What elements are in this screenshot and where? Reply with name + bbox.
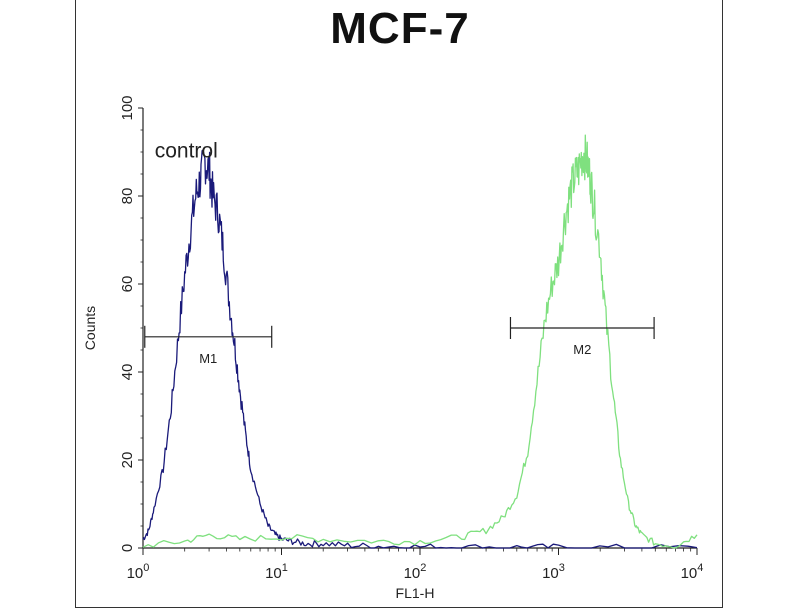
y-tick-label: 60: [119, 276, 136, 293]
x-tick-label: 100: [127, 562, 150, 582]
chart-title: MCF-7: [330, 4, 470, 53]
x-tick-label: 101: [265, 562, 288, 582]
x-tick-label: 104: [681, 562, 704, 582]
x-tick-label: 103: [542, 562, 565, 582]
y-tick-label: 100: [119, 95, 136, 120]
marker-layer: M1 M2: [144, 317, 655, 366]
m2-marker-label: M2: [573, 342, 591, 357]
x-tick-label: 102: [404, 562, 427, 582]
y-tick-label: 20: [119, 452, 136, 469]
axes: 0 20 40 60 80 100 100 101 102 103 104: [119, 95, 703, 582]
control-annotation: control: [155, 140, 218, 163]
x-axis-label: FL1-H: [396, 585, 435, 600]
series-layer: [142, 134, 698, 549]
sample-series-line: [142, 134, 698, 549]
control-series-line: [142, 149, 698, 549]
chart-frame: [75, 0, 723, 608]
y-tick-label: 80: [119, 188, 136, 205]
m1-marker-label: M1: [199, 351, 217, 366]
y-tick-label: 0: [119, 544, 136, 552]
y-tick-label: 40: [119, 364, 136, 381]
y-axis-label: Counts: [82, 306, 98, 350]
